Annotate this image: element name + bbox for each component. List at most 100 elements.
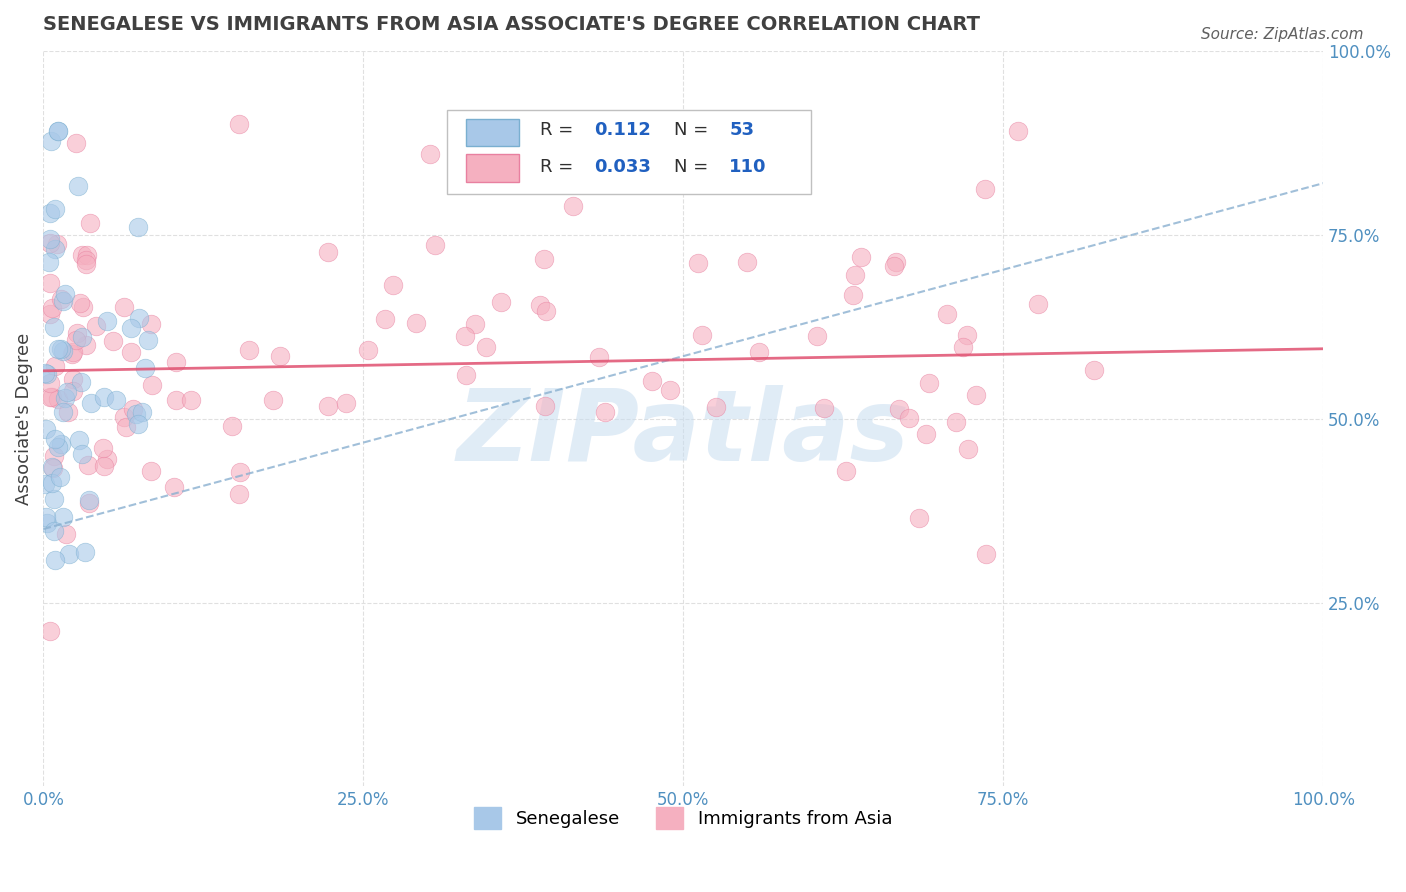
Text: 0.033: 0.033 (593, 158, 651, 176)
Point (180, 392, 202, 407)
Point (53, 287, 76, 301)
Point (374, 312, 396, 326)
Point (79, 396, 101, 410)
Point (93, 458, 115, 473)
Point (262, 392, 284, 407)
Point (41, 459, 63, 474)
Point (77, 496, 100, 510)
Point (44, 553, 66, 567)
Point (39, 134, 62, 148)
Point (62, 384, 84, 399)
Point (67, 433, 90, 447)
FancyBboxPatch shape (447, 110, 811, 194)
Point (38, 307, 60, 321)
Point (55, 526, 77, 541)
Point (112, 409, 135, 424)
Point (35, 422, 58, 436)
Point (165, 393, 187, 408)
Point (641, 375, 664, 389)
Point (60, 347, 83, 361)
Text: N =: N = (675, 121, 714, 139)
Point (229, 465, 252, 479)
Point (77, 458, 100, 472)
Point (42, 319, 65, 334)
Point (41, 476, 63, 491)
Point (34, 477, 56, 491)
Point (464, 318, 486, 332)
Point (52, 343, 75, 358)
Point (918, 376, 941, 391)
Point (139, 464, 162, 478)
Point (952, 340, 974, 354)
Point (41, 461, 63, 475)
Point (851, 250, 873, 264)
Point (806, 329, 828, 343)
Point (956, 327, 979, 342)
Point (62, 345, 84, 359)
Legend: Senegalese, Immigrants from Asia: Senegalese, Immigrants from Asia (467, 800, 900, 837)
Point (887, 401, 910, 416)
Point (141, 378, 163, 392)
Point (96, 314, 118, 328)
Point (70, 330, 93, 344)
Point (127, 220, 149, 235)
Point (65, 136, 87, 150)
Point (335, 396, 357, 410)
Point (52, 404, 75, 418)
Point (38, 390, 60, 404)
Point (38, 255, 60, 269)
Point (704, 400, 727, 414)
Point (51, 437, 73, 451)
Point (489, 295, 512, 310)
Point (935, 307, 957, 321)
FancyBboxPatch shape (465, 119, 519, 146)
Point (120, 345, 142, 359)
Point (316, 245, 339, 260)
Point (44, 359, 66, 374)
Text: 53: 53 (730, 121, 755, 139)
Text: Source: ZipAtlas.com: Source: ZipAtlas.com (1201, 27, 1364, 42)
Point (165, 355, 187, 369)
Point (76, 248, 98, 262)
Point (103, 334, 125, 348)
Point (62, 372, 84, 386)
Point (70, 376, 93, 390)
Point (41, 301, 63, 315)
Text: 110: 110 (730, 158, 766, 176)
Point (46, 124, 69, 138)
Point (79, 216, 101, 230)
Point (479, 139, 502, 153)
Point (75, 252, 97, 267)
Point (58, 547, 80, 561)
Point (1083, 363, 1105, 377)
Point (72, 248, 94, 262)
Text: 0.112: 0.112 (593, 121, 651, 139)
Point (38, 236, 60, 251)
Point (42, 449, 65, 463)
Point (381, 277, 404, 292)
Point (1007, 123, 1029, 137)
Point (38, 376, 60, 391)
Point (39, 232, 62, 246)
Point (45, 237, 67, 252)
Point (593, 405, 616, 419)
Point (44, 432, 66, 446)
Point (125, 408, 148, 422)
Point (38, 276, 60, 290)
Point (316, 400, 339, 414)
Point (228, 487, 250, 501)
Point (534, 304, 557, 318)
Point (1026, 296, 1049, 310)
Text: ZIPatlas: ZIPatlas (457, 384, 910, 482)
Point (44, 202, 66, 216)
Text: SENEGALESE VS IMMIGRANTS FROM ASIA ASSOCIATE'S DEGREE CORRELATION CHART: SENEGALESE VS IMMIGRANTS FROM ASIA ASSOC… (44, 15, 980, 34)
Point (735, 255, 758, 269)
Point (105, 392, 128, 407)
Y-axis label: Associate's Degree: Associate's Degree (15, 333, 32, 505)
Point (883, 260, 905, 274)
FancyBboxPatch shape (465, 153, 519, 182)
Point (973, 182, 995, 196)
Point (562, 199, 585, 213)
Point (91, 442, 114, 456)
Point (86, 319, 108, 334)
